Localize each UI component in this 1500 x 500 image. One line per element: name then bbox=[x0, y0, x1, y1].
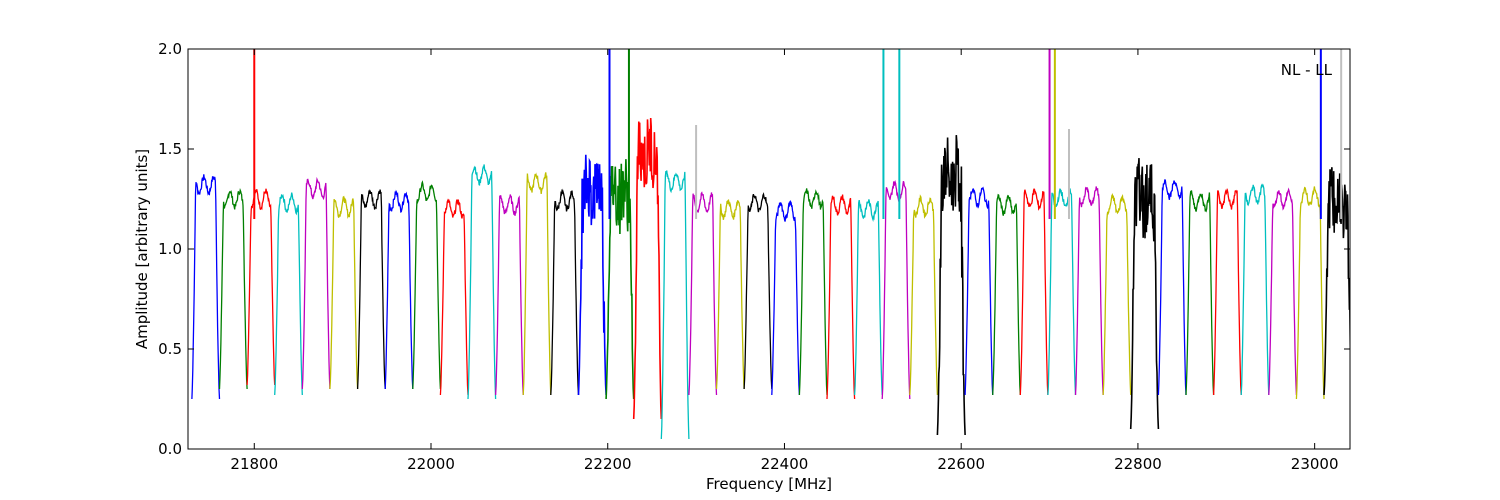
channel-series-25 bbox=[853, 199, 883, 396]
channel-series-23 bbox=[798, 188, 828, 396]
channel-series-3 bbox=[246, 188, 276, 386]
spike-layer bbox=[253, 49, 1343, 219]
channel-series-41 bbox=[1295, 186, 1325, 400]
channel-series-4 bbox=[274, 192, 303, 396]
x-tick-label: 22000 bbox=[407, 455, 455, 473]
channel-series-12 bbox=[494, 194, 524, 396]
channel-series-35 bbox=[1129, 158, 1160, 430]
channel-series-36 bbox=[1157, 179, 1187, 396]
channel-series-31 bbox=[1019, 188, 1049, 396]
channel-series-33 bbox=[1074, 186, 1104, 396]
channel-series-5 bbox=[301, 176, 331, 390]
x-tick-label: 23000 bbox=[1291, 455, 1339, 473]
channel-series-42 bbox=[1323, 167, 1350, 396]
y-tick-label: 1.0 bbox=[158, 240, 182, 258]
channel-series-37 bbox=[1185, 190, 1215, 396]
channel-series-9 bbox=[412, 180, 442, 390]
channel-series-13 bbox=[522, 172, 552, 396]
x-tick-label: 22200 bbox=[584, 455, 632, 473]
channel-series-39 bbox=[1240, 183, 1270, 396]
panel-annotation: NL - LL bbox=[1281, 61, 1333, 79]
channel-series-38 bbox=[1212, 188, 1242, 396]
channel-series-8 bbox=[384, 189, 414, 390]
y-axis-label: Amplitude [arbitrary units] bbox=[133, 149, 151, 349]
y-tick-label: 0.5 bbox=[158, 340, 182, 358]
y-tick-label: 1.5 bbox=[158, 140, 182, 158]
channel-series-22 bbox=[771, 199, 801, 396]
x-tick-label: 21800 bbox=[230, 455, 278, 473]
series-layer bbox=[191, 117, 1350, 440]
channel-series-14 bbox=[550, 188, 580, 396]
channel-series-27 bbox=[909, 194, 939, 396]
channel-series-34 bbox=[1102, 192, 1132, 396]
channel-series-20 bbox=[715, 199, 745, 390]
channel-series-40 bbox=[1268, 187, 1298, 396]
x-tick-label: 22400 bbox=[761, 455, 809, 473]
channel-series-6 bbox=[329, 195, 359, 390]
channel-series-28 bbox=[936, 135, 966, 436]
y-tick-label: 2.0 bbox=[158, 40, 182, 58]
channel-series-29 bbox=[964, 186, 994, 396]
channel-series-17 bbox=[632, 117, 663, 420]
channel-series-7 bbox=[356, 188, 386, 390]
channel-series-18 bbox=[660, 170, 690, 440]
channel-series-2 bbox=[218, 188, 248, 390]
channel-series-16 bbox=[605, 159, 635, 400]
channel-series-1 bbox=[191, 174, 221, 400]
x-tick-label: 22800 bbox=[1114, 455, 1162, 473]
x-axis-label: Frequency [MHz] bbox=[706, 475, 832, 493]
channel-series-26 bbox=[881, 180, 911, 400]
channel-series-32 bbox=[1047, 188, 1077, 396]
channel-series-24 bbox=[826, 194, 856, 400]
y-tick-label: 0.0 bbox=[158, 440, 182, 458]
tick-layer: 21800 22000 22200 22400 22600 22800 23000 0.0 0.… bbox=[158, 40, 1350, 473]
channel-series-19 bbox=[688, 191, 718, 396]
channel-series-30 bbox=[992, 193, 1021, 396]
channel-series-15 bbox=[577, 154, 607, 396]
channel-series-21 bbox=[743, 192, 773, 390]
channel-series-11 bbox=[467, 164, 497, 400]
x-tick-label: 22600 bbox=[937, 455, 985, 473]
channel-series-10 bbox=[439, 198, 469, 396]
